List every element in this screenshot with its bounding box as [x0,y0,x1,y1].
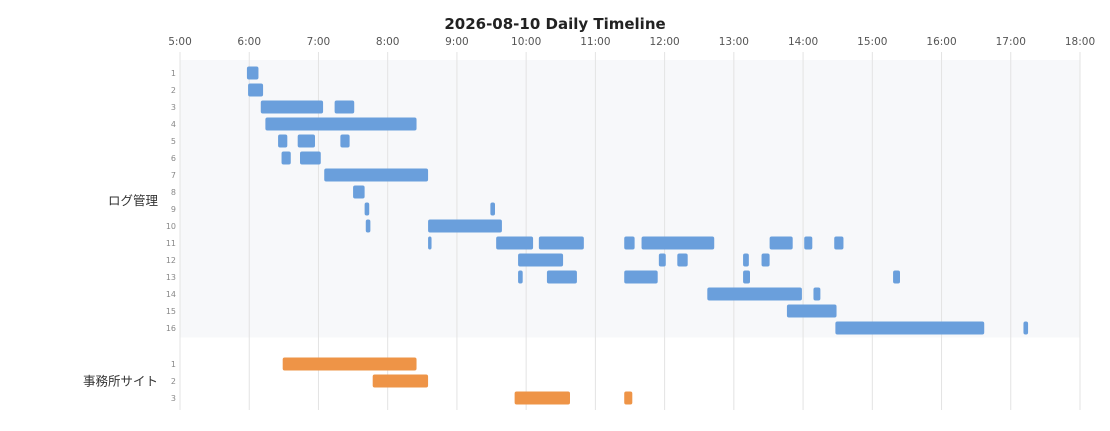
group-label: 事務所サイト [83,374,158,389]
group-label: ログ管理 [108,193,159,208]
group-backgrounds [180,60,1080,408]
row-label: 13 [166,273,176,282]
row-label: 3 [171,103,176,112]
x-tick-label: 17:00 [996,36,1026,48]
x-tick-label: 8:00 [376,36,400,48]
row-label: 2 [171,86,176,95]
timeline-bar[interactable] [260,100,324,114]
timeline-bar[interactable] [365,219,371,233]
timeline-bar[interactable] [372,374,429,388]
gridlines [179,52,1081,410]
timeline-bar[interactable] [278,134,288,148]
timeline-bar[interactable] [265,117,417,131]
row-label: 16 [166,324,176,333]
timeline-bars [246,66,1029,405]
timeline-bar[interactable] [743,270,750,284]
timeline-bar[interactable] [518,253,564,267]
timeline-bar[interactable] [496,236,534,250]
timeline-bar[interactable] [835,321,985,335]
x-tick-label: 11:00 [580,36,610,48]
row-label: 2 [171,377,176,386]
row-label: 11 [166,239,176,248]
x-tick-label: 7:00 [307,36,331,48]
x-tick-label: 18:00 [1065,36,1095,48]
timeline-bar[interactable] [834,236,844,250]
timeline-bar[interactable] [324,168,429,182]
timeline-bar[interactable] [658,253,666,267]
x-tick-label: 16:00 [926,36,956,48]
row-label: 6 [171,154,176,163]
row-label: 15 [166,307,176,316]
row-label: 7 [171,171,176,180]
timeline-bar[interactable] [1023,321,1029,335]
timeline-bar[interactable] [804,236,813,250]
timeline-bar[interactable] [428,219,502,233]
timeline-bar[interactable] [246,66,259,80]
x-tick-label: 5:00 [168,36,192,48]
row-label: 5 [171,137,176,146]
row-label: 1 [171,360,176,369]
timeline-bar[interactable] [281,151,291,165]
timeline-bar[interactable] [761,253,770,267]
row-label: 4 [171,120,176,129]
timeline-bar[interactable] [364,202,370,216]
row-label: 3 [171,394,176,403]
row-label: 9 [171,205,176,214]
x-tick-label: 9:00 [445,36,469,48]
timeline-bar[interactable] [786,304,837,318]
timeline-bar[interactable] [428,236,432,250]
row-label: 14 [166,290,176,299]
group-background [180,60,1080,338]
row-label: 1 [171,69,176,78]
timeline-bar[interactable] [514,391,570,405]
timeline-bar[interactable] [624,270,658,284]
timeline-bar[interactable] [340,134,350,148]
x-tick-label: 10:00 [511,36,541,48]
timeline-bar[interactable] [641,236,715,250]
x-tick-label: 6:00 [237,36,261,48]
timeline-bar[interactable] [769,236,793,250]
row-label: 12 [166,256,176,265]
timeline-bar[interactable] [282,357,417,371]
timeline-bar[interactable] [546,270,577,284]
timeline-bar[interactable] [624,391,633,405]
row-label: 10 [166,222,176,231]
timeline-bar[interactable] [248,83,264,97]
chart-title: 2026-08-10 Daily Timeline [444,15,665,33]
timeline-bar[interactable] [538,236,584,250]
timeline-bar[interactable] [707,287,802,301]
timeline-bar[interactable] [334,100,355,114]
timeline-bar[interactable] [353,185,365,199]
x-tick-label: 14:00 [788,36,818,48]
x-tick-label: 13:00 [719,36,749,48]
timeline-bar[interactable] [490,202,495,216]
timeline-bar[interactable] [677,253,688,267]
timeline-bar[interactable] [743,253,749,267]
timeline-bar[interactable] [297,134,315,148]
row-label: 8 [171,188,176,197]
x-tick-label: 12:00 [649,36,679,48]
timeline-bar[interactable] [624,236,635,250]
timeline-bar[interactable] [893,270,900,284]
x-tick-label: 15:00 [857,36,887,48]
timeline-bar[interactable] [813,287,821,301]
timeline-bar[interactable] [300,151,321,165]
x-axis-ticks: 5:00 6:00 7:00 8:00 9:00 10:00 11:00 12:00 13:00… [168,36,1095,48]
timeline-bar[interactable] [518,270,523,284]
